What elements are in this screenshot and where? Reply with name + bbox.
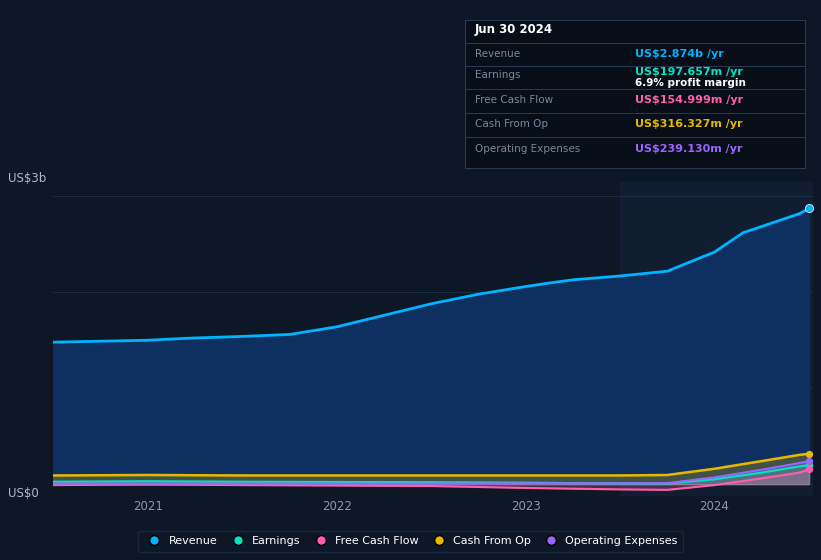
- Text: Earnings: Earnings: [475, 69, 521, 80]
- Bar: [620, 182, 813, 496]
- Text: Cash From Op: Cash From Op: [475, 119, 548, 129]
- Point: [802, 204, 815, 213]
- Text: Free Cash Flow: Free Cash Flow: [475, 95, 553, 105]
- Legend: Revenue, Earnings, Free Cash Flow, Cash From Op, Operating Expenses: Revenue, Earnings, Free Cash Flow, Cash …: [138, 530, 683, 552]
- Text: Operating Expenses: Operating Expenses: [475, 144, 580, 153]
- Text: US$239.130m /yr: US$239.130m /yr: [635, 144, 742, 153]
- Point: [802, 461, 815, 470]
- Text: US$154.999m /yr: US$154.999m /yr: [635, 95, 743, 105]
- Text: US$2.874b /yr: US$2.874b /yr: [635, 49, 724, 59]
- Point: [802, 449, 815, 458]
- Text: Revenue: Revenue: [475, 49, 520, 59]
- Point: [802, 465, 815, 474]
- Text: US$197.657m /yr: US$197.657m /yr: [635, 67, 743, 77]
- Point: [802, 457, 815, 466]
- Text: 6.9% profit margin: 6.9% profit margin: [635, 78, 746, 88]
- Text: US$316.327m /yr: US$316.327m /yr: [635, 119, 743, 129]
- Text: Jun 30 2024: Jun 30 2024: [475, 23, 553, 36]
- Text: US$3b: US$3b: [8, 172, 47, 185]
- Text: US$0: US$0: [8, 487, 39, 500]
